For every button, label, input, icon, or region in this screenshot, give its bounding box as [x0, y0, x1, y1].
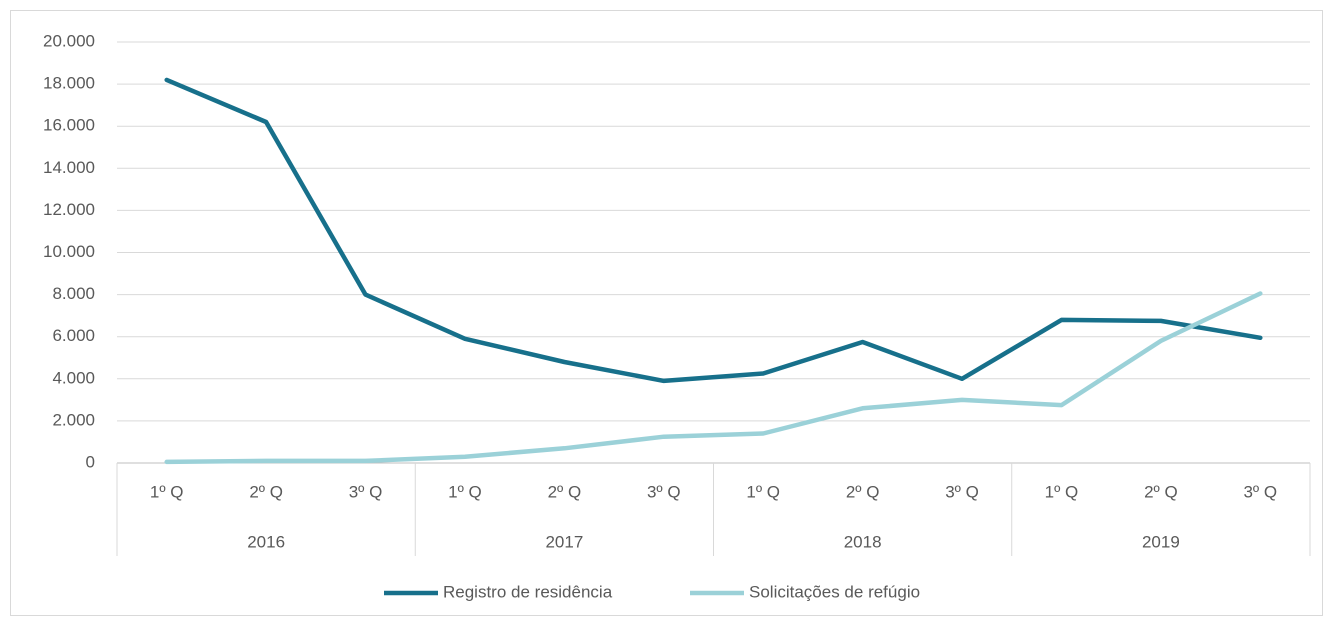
x-tick-label: 3º Q	[945, 482, 979, 501]
group-label: 2017	[545, 532, 583, 551]
x-tick-label: 3º Q	[1243, 482, 1277, 501]
y-tick-label: 10.000	[43, 242, 95, 261]
x-tick-label: 3º Q	[349, 482, 383, 501]
group-label: 2018	[844, 532, 882, 551]
x-tick-label: 2º Q	[846, 482, 880, 501]
x-tick-label: 2º Q	[1144, 482, 1178, 501]
series-line	[164, 291, 1263, 465]
group-label: 2019	[1142, 532, 1180, 551]
x-tick-label: 2º Q	[548, 482, 582, 501]
x-tick-label: 1º Q	[746, 482, 780, 501]
x-tick-label: 3º Q	[647, 482, 681, 501]
y-tick-label: 18.000	[43, 74, 95, 93]
y-tick-label: 2.000	[52, 410, 95, 429]
legend-label: Solicitações de refúgio	[749, 582, 920, 601]
y-tick-label: 16.000	[43, 116, 95, 135]
x-tick-label: 1º Q	[1045, 482, 1079, 501]
y-tick-label: 20.000	[43, 31, 95, 50]
y-tick-label: 4.000	[52, 368, 95, 387]
y-tick-label: 12.000	[43, 200, 95, 219]
series-line	[164, 77, 1263, 384]
y-tick-label: 0	[86, 452, 95, 471]
group-label: 2016	[247, 532, 285, 551]
y-tick-label: 6.000	[52, 326, 95, 345]
x-tick-label: 1º Q	[150, 482, 184, 501]
y-tick-label: 8.000	[52, 284, 95, 303]
legend-label: Registro de residência	[443, 582, 613, 601]
x-tick-label: 2º Q	[249, 482, 283, 501]
chart-frame	[10, 10, 1323, 616]
x-tick-label: 1º Q	[448, 482, 482, 501]
y-tick-label: 14.000	[43, 158, 95, 177]
